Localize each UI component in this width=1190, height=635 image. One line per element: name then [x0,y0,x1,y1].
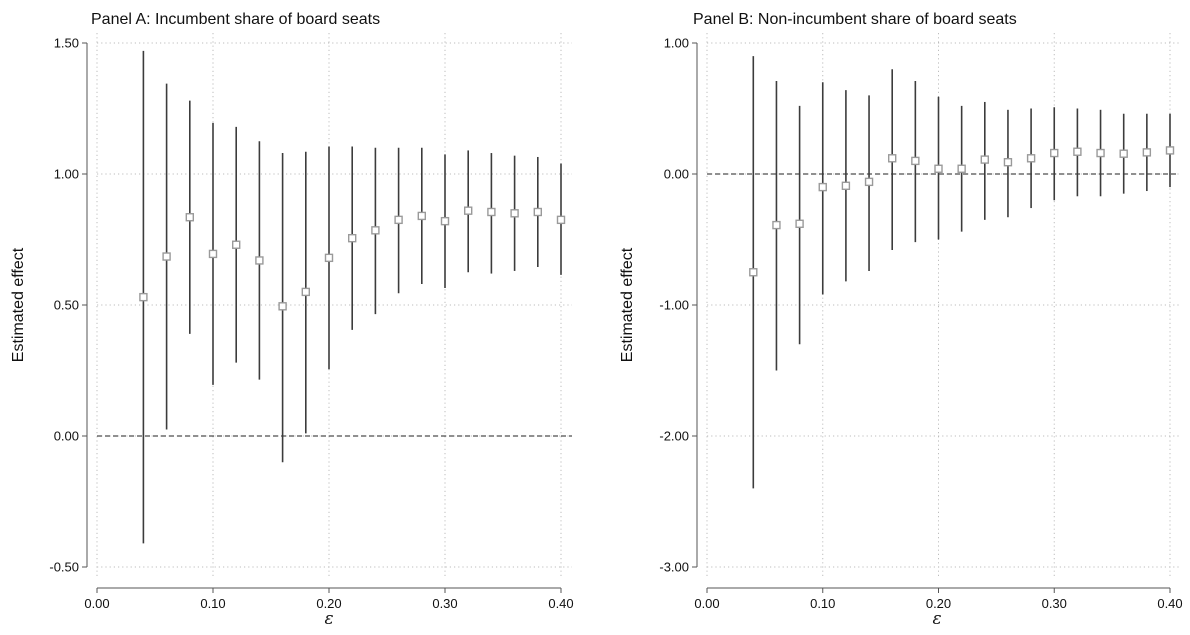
panel-a-y-tick-label: 0.00 [54,429,79,444]
panel-b-point-estimate-marker [1165,146,1175,155]
panel-b-point-estimate-marker [1026,154,1036,163]
panel-a-x-tick-label: 0.20 [316,596,341,611]
panel-b-point-estimate-marker [864,177,874,187]
panel-a-point-estimate-marker [162,252,171,261]
panel-b-point-estimate-marker [841,181,851,190]
panel-b-point-estimate-marker [911,156,920,166]
panel-b-confidence-intervals [752,56,1171,489]
panel-a-axes [82,42,562,593]
panel-b-y-tick-label: 1.00 [664,36,689,51]
panel-a-point-estimates [139,206,566,311]
panel-a-point-estimate-marker [278,302,287,311]
panel-b-point-estimate-marker [1003,158,1013,167]
panel-a-confidence-intervals [142,50,562,544]
panel-b-point-estimate-marker [1119,149,1128,158]
panel-b-point-estimate-marker [934,164,943,173]
panel-b-y-tick-label: -2.00 [659,429,689,444]
panel-b-tick-labels: 1.00 0.00 -1.00 -2.00 -3.00 0.00 0.10 0.20 0.30 0… [659,36,1182,612]
panel-a-y-tick-label: 1.00 [54,167,79,182]
panel-b-x-tick-label: 0.40 [1157,596,1182,611]
panel-a-point-estimate-marker [394,215,403,225]
panel-b-point-estimate-marker [1050,148,1059,158]
panel-a-x-tick-label: 0.30 [432,596,457,611]
panel-a-point-estimate-marker [440,216,450,226]
panel-b-x-tick-label: 0.30 [1042,596,1067,611]
panel-b-point-estimate-marker [888,154,897,163]
panel-b-point-estimate-marker [1142,148,1152,157]
panel-b-x-tick-label: 0.00 [694,596,719,611]
panel-a-point-estimate-marker [348,233,357,243]
panel-b-gridlines [706,33,1179,578]
panel-a-point-estimate-marker [324,253,334,263]
panel-a-point-estimate-marker [371,226,380,235]
panel-b-x-axis-label: ε [932,609,941,629]
panel-a-point-estimate-marker [510,209,519,218]
panel-b-point-estimate-marker [818,182,827,192]
panel-b-point-estimate-marker [957,164,966,173]
panel-a-point-estimate-marker [255,256,264,265]
panel-a-point-estimate-marker [487,207,496,217]
panel-a-y-axis-label: Estimated effect [10,247,27,362]
panel-a-y-tick-label: 0.50 [54,298,79,313]
panel-a-x-tick-label: 0.10 [200,596,225,611]
panel-a-gridlines [96,33,572,578]
panel-a-x-tick-label: 0.40 [548,596,573,611]
panel-a-y-tick-label: 1.50 [54,36,79,51]
panel-b-point-estimate-marker [749,268,758,277]
panel-a-point-estimate-marker [464,206,473,215]
panel-b-x-tick-label: 0.20 [926,596,951,611]
panel-a-y-tick-label: -0.50 [49,560,79,575]
panel-a-point-estimate-marker [533,207,542,217]
panel-b-point-estimate-marker [1096,148,1105,158]
panel-a-x-tick-label: 0.00 [84,596,109,611]
panel-b-y-axis-label: Estimated effect [619,247,636,362]
panel-b-point-estimate-marker [772,220,781,230]
panel-b: Panel B: Non-incumbent share of board se… [619,11,1183,629]
panel-b-point-estimate-marker [1073,147,1082,156]
panel-a-point-estimate-marker [556,215,566,225]
panel-b-x-tick-label: 0.10 [810,596,835,611]
panel-a-tick-labels: 1.50 1.00 0.50 0.00 -0.50 0.00 0.10 0.20 0.30 0.4… [49,36,573,612]
panel-a-point-estimate-marker [301,287,310,297]
panel-a-point-estimate-marker [139,292,148,302]
panel-a-point-estimate-marker [231,240,241,249]
panel-b-point-estimate-marker [795,219,804,228]
panel-a: Panel A: Incumbent share of board seats … [10,11,574,629]
panel-a-x-axis-label: ε [324,609,333,629]
panel-a-point-estimate-marker [185,213,195,222]
panel-b-y-tick-label: -1.00 [659,298,689,313]
panel-a-title: Panel A: Incumbent share of board seats [91,11,380,28]
panel-b-point-estimate-marker [980,155,989,164]
panel-b-title: Panel B: Non-incumbent share of board se… [693,11,1017,28]
panel-b-y-tick-label: 0.00 [664,167,689,182]
panel-a-point-estimate-marker [417,211,426,221]
panel-b-point-estimates [749,146,1175,277]
panel-b-axes [692,42,1171,593]
panel-a-point-estimate-marker [208,249,218,259]
panel-b-y-tick-label: -3.00 [659,560,689,575]
